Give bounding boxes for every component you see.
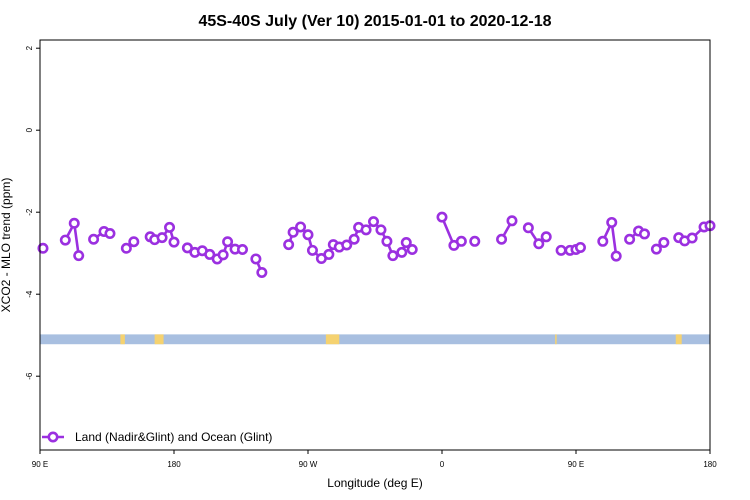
data-point: [164, 221, 176, 233]
plot-frame: [39, 39, 711, 451]
x-axis-label: Longitude (deg E): [327, 476, 422, 490]
data-point: [68, 217, 80, 229]
data-point: [375, 224, 387, 236]
data-point: [436, 211, 448, 223]
data-point: [469, 235, 481, 247]
legend-label: Land (Nadir&Glint) and Ocean (Glint): [75, 430, 272, 444]
y-tick-label: -6: [25, 372, 34, 380]
data-point: [156, 232, 168, 244]
y-tick-label: 2: [25, 45, 34, 50]
data-point: [540, 231, 552, 243]
data-point: [686, 232, 698, 244]
land-patch: [675, 334, 682, 345]
x-tick-label: 180: [703, 460, 717, 469]
data-point: [295, 221, 307, 233]
y-tick-label: 0: [25, 127, 34, 132]
data-point: [658, 237, 670, 249]
data-point: [638, 228, 650, 240]
land-patch: [555, 334, 557, 345]
data-point: [522, 222, 534, 234]
data-point: [59, 234, 71, 246]
data-point: [37, 242, 49, 254]
x-tick-label: 90 W: [299, 460, 318, 469]
land-ocean-bar: [40, 334, 710, 345]
data-point: [606, 216, 618, 228]
data-point: [406, 244, 418, 256]
data-point: [217, 249, 229, 261]
data-point: [381, 235, 393, 247]
data-point: [348, 233, 360, 245]
data-point: [455, 235, 467, 247]
x-axis: 90 E 180 90 W 0 90 E 180: [32, 450, 717, 469]
x-tick-label: 90 E: [32, 460, 48, 469]
y-axis: 2 0 -2 -4 -6: [25, 45, 40, 380]
land-patch: [325, 334, 340, 345]
x-tick-label: 180: [167, 460, 181, 469]
land-patch: [120, 334, 125, 345]
legend: Land (Nadir&Glint) and Ocean (Glint): [42, 430, 272, 444]
data-point: [533, 238, 545, 250]
data-point: [574, 241, 586, 253]
y-tick-label: -2: [25, 208, 34, 216]
data-point: [73, 250, 85, 262]
data-point: [496, 233, 508, 245]
data-point: [250, 253, 262, 265]
data-point: [104, 228, 116, 240]
x-tick-label: 0: [440, 460, 445, 469]
data-point: [256, 266, 268, 278]
data-point: [181, 242, 193, 254]
data-point: [283, 239, 295, 251]
data-point: [610, 250, 622, 262]
data-point: [120, 242, 132, 254]
legend-marker: [47, 431, 59, 443]
data-point: [168, 236, 180, 248]
ocean-band: [40, 334, 710, 345]
data-point: [204, 248, 216, 260]
data-point: [597, 235, 609, 247]
series-layer: [37, 211, 716, 278]
data-point: [128, 236, 140, 248]
x-tick-label: 90 E: [568, 460, 584, 469]
data-point: [506, 215, 518, 227]
data-point: [650, 243, 662, 255]
y-tick-label: -4: [25, 290, 34, 298]
land-patch: [154, 334, 164, 345]
data-point: [624, 233, 636, 245]
data-point: [341, 239, 353, 251]
data-point: [323, 248, 335, 260]
data-point: [387, 250, 399, 262]
data-point: [88, 233, 100, 245]
data-point: [360, 224, 372, 236]
data-point: [400, 237, 412, 249]
data-point: [555, 244, 567, 256]
data-point: [368, 216, 380, 228]
data-point: [236, 244, 248, 256]
y-axis-label: XCO2 - MLO trend (ppm): [0, 178, 13, 313]
data-point: [302, 229, 314, 241]
data-point: [396, 246, 408, 258]
chart-title: 45S-40S July (Ver 10) 2015-01-01 to 2020…: [198, 13, 551, 30]
data-point: [222, 236, 234, 248]
data-point: [287, 226, 299, 238]
data-point: [306, 244, 318, 256]
